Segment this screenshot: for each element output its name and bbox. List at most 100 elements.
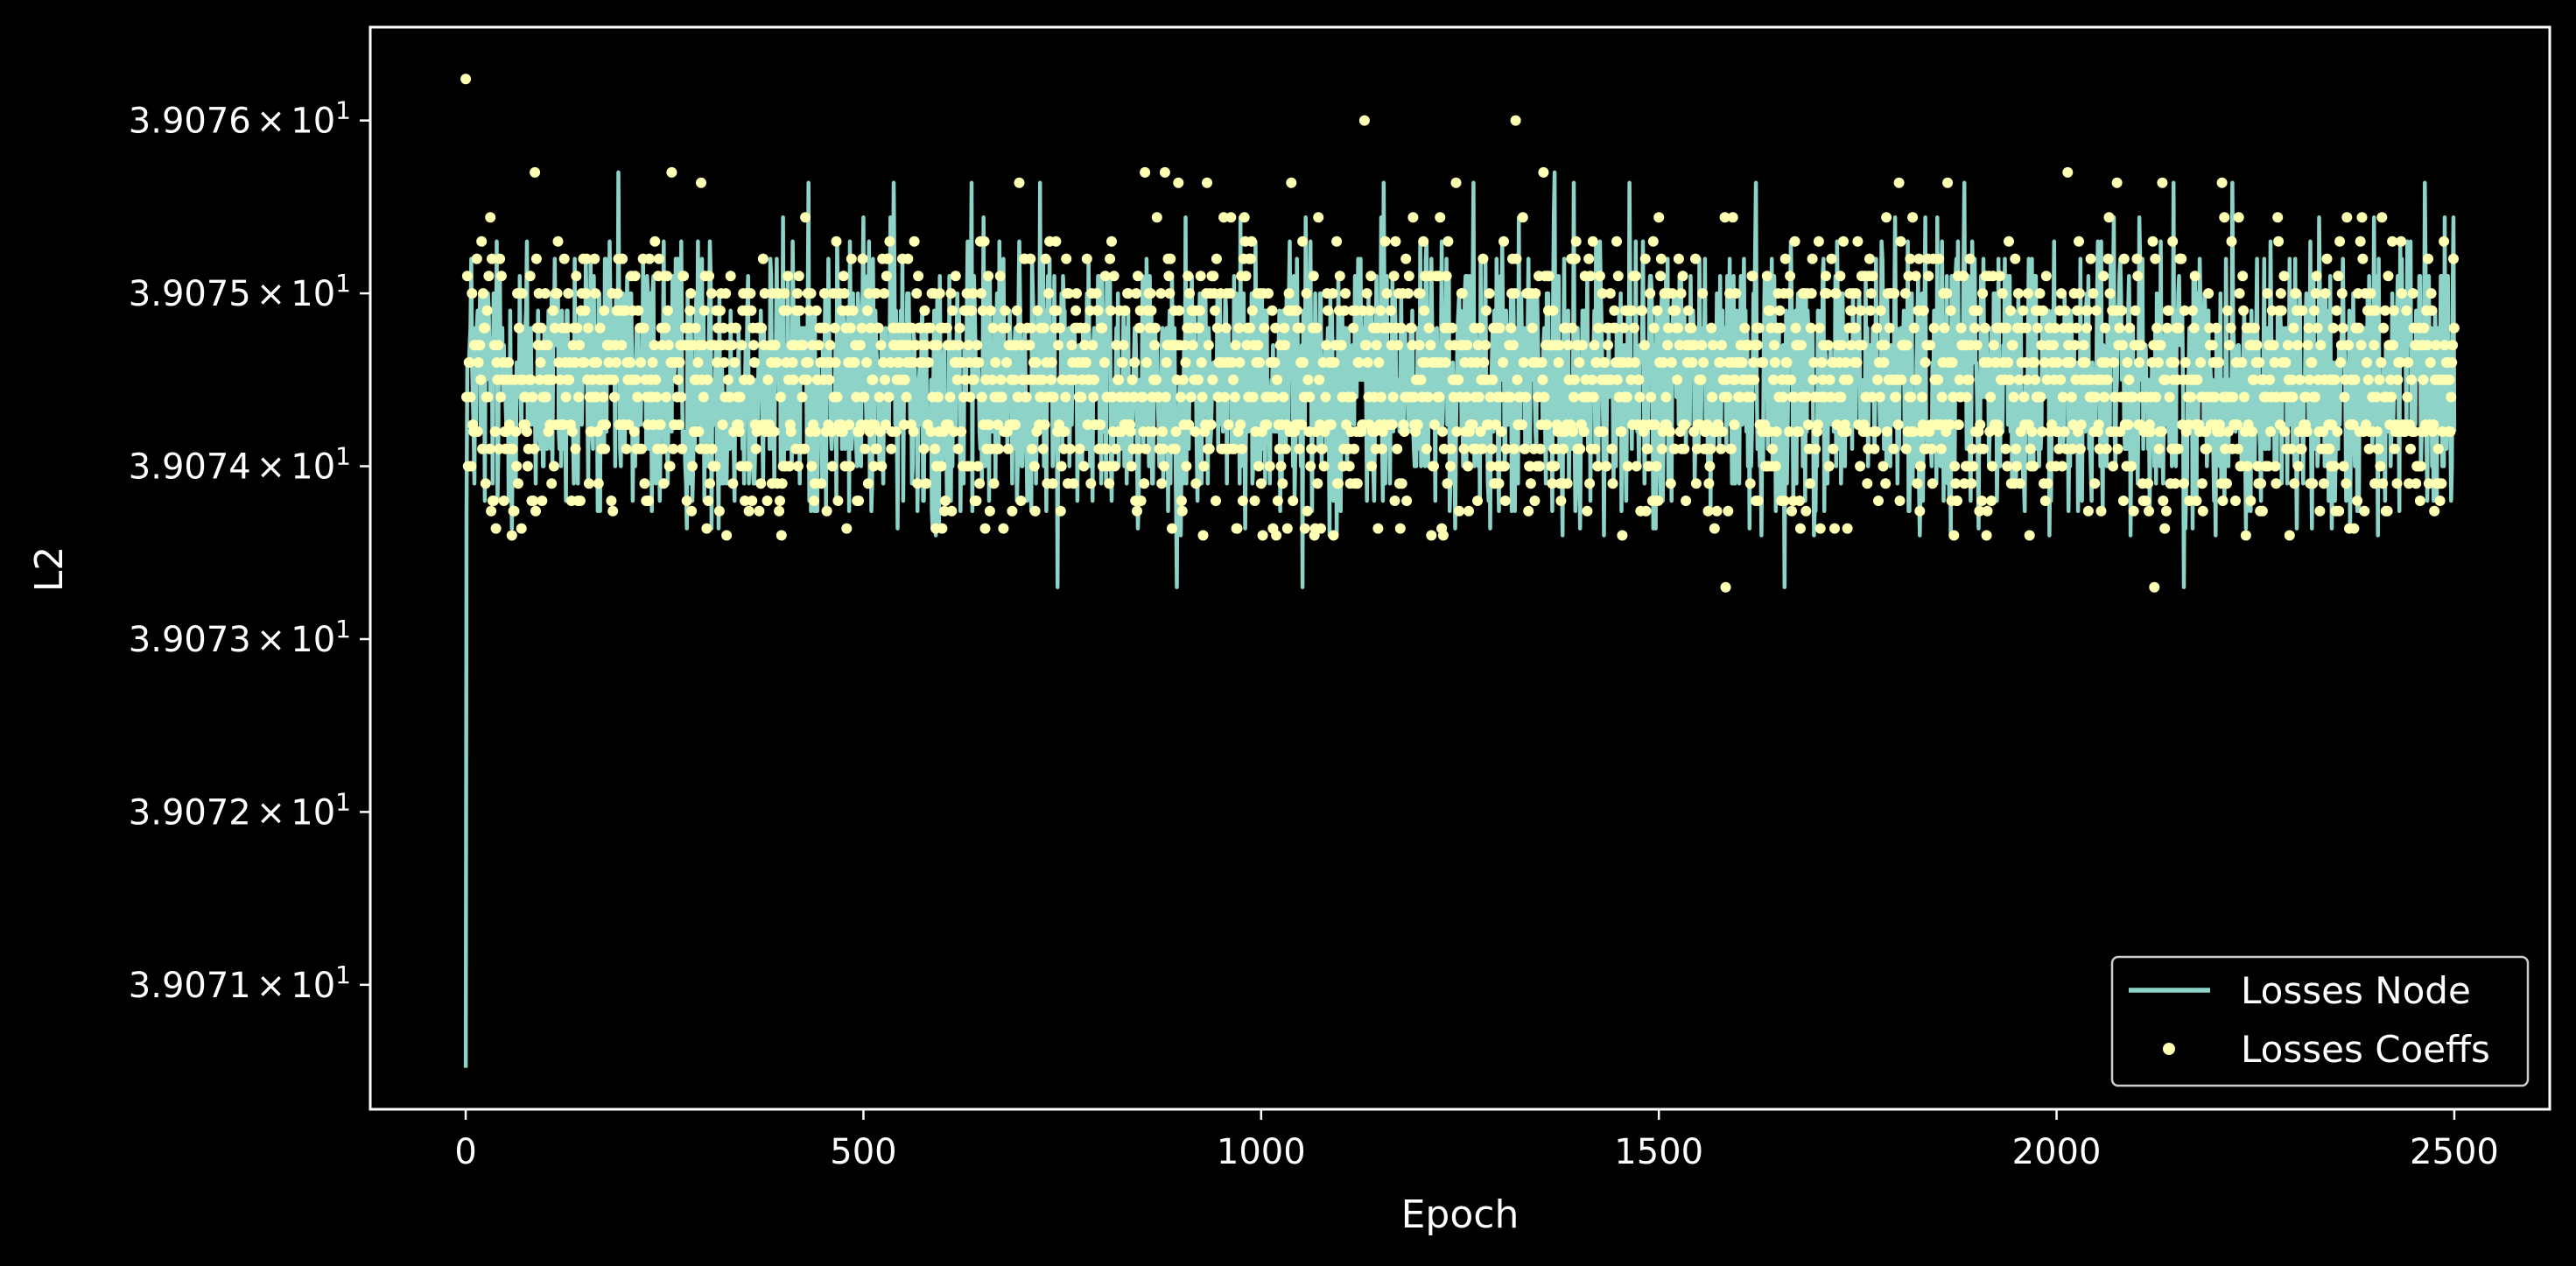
losses-coeffs-point: [696, 177, 706, 188]
losses-coeffs-point: [1825, 391, 1836, 403]
losses-coeffs-point: [1325, 419, 1337, 431]
losses-coeffs-point: [788, 374, 799, 385]
losses-coeffs-point: [1894, 496, 1906, 506]
losses-coeffs-point: [1677, 271, 1688, 282]
losses-coeffs-point: [1758, 357, 1769, 368]
losses-coeffs-point: [546, 478, 558, 489]
losses-coeffs-point: [2307, 478, 2319, 489]
losses-coeffs-point: [2388, 340, 2398, 351]
losses-coeffs-point: [1611, 236, 1622, 247]
losses-coeffs-point: [988, 478, 1000, 489]
losses-coeffs-point: [698, 305, 710, 316]
losses-coeffs-point: [1437, 426, 1448, 437]
losses-coeffs-point: [2403, 357, 2414, 368]
losses-coeffs-point: [1445, 461, 1456, 472]
losses-coeffs-point: [934, 288, 945, 299]
losses-coeffs-point: [2425, 357, 2436, 368]
losses-coeffs-point: [2187, 305, 2198, 316]
losses-coeffs-point: [1871, 426, 1882, 437]
losses-coeffs-point: [2336, 288, 2348, 299]
losses-coeffs-point: [1286, 177, 1297, 188]
losses-coeffs-point: [1208, 271, 1219, 282]
losses-coeffs-point: [1498, 357, 1509, 368]
losses-coeffs-point: [681, 496, 692, 506]
losses-coeffs-point: [1795, 340, 1807, 351]
losses-coeffs-point: [558, 253, 570, 264]
losses-coeffs-point: [2100, 357, 2111, 368]
losses-coeffs-point: [488, 496, 499, 506]
losses-coeffs-point: [1399, 426, 1410, 437]
losses-coeffs-point: [1493, 478, 1505, 489]
losses-coeffs-point: [2249, 322, 2260, 334]
losses-coeffs-point: [1187, 340, 1198, 351]
losses-coeffs-point: [2391, 478, 2403, 489]
losses-coeffs-point: [1958, 271, 1969, 282]
losses-coeffs-point: [987, 322, 999, 334]
losses-coeffs-point: [1372, 523, 1384, 534]
losses-coeffs-point: [1110, 443, 1121, 454]
losses-coeffs-point: [1967, 443, 1978, 454]
losses-coeffs-point: [477, 443, 488, 454]
losses-coeffs-point: [2089, 478, 2101, 489]
losses-coeffs-point: [1202, 177, 1212, 188]
losses-coeffs-point: [1137, 391, 1148, 403]
losses-coeffs-point: [1228, 443, 1239, 454]
losses-coeffs-point: [2155, 340, 2166, 351]
losses-coeffs-point: [1862, 478, 1873, 489]
losses-coeffs-point: [1516, 419, 1527, 431]
losses-coeffs-point: [1525, 478, 1536, 489]
losses-coeffs-point: [2124, 322, 2136, 334]
losses-coeffs-point: [2222, 305, 2233, 316]
losses-coeffs-point: [2328, 461, 2340, 472]
losses-coeffs-point: [592, 357, 602, 368]
losses-coeffs-point: [2401, 305, 2412, 316]
losses-coeffs-point: [1211, 496, 1221, 506]
losses-coeffs-point: [731, 322, 741, 334]
losses-coeffs-point: [643, 496, 655, 506]
losses-coeffs-point: [2265, 426, 2276, 437]
losses-coeffs-point: [1687, 357, 1698, 368]
losses-coeffs-point: [1148, 426, 1159, 437]
losses-coeffs-point: [754, 505, 765, 517]
losses-coeffs-point: [2348, 419, 2359, 431]
losses-coeffs-point: [2226, 236, 2237, 247]
losses-coeffs-point: [832, 391, 843, 403]
losses-coeffs-point: [1652, 305, 1663, 316]
losses-coeffs-point: [1864, 253, 1875, 264]
losses-coeffs-point: [1673, 322, 1683, 334]
losses-coeffs-point: [1604, 288, 1616, 299]
losses-coeffs-point: [1082, 419, 1093, 431]
losses-coeffs-point: [1344, 461, 1355, 472]
losses-coeffs-point: [464, 357, 475, 368]
losses-coeffs-point: [1806, 288, 1817, 299]
losses-coeffs-point: [490, 523, 502, 534]
losses-coeffs-point: [1900, 443, 1912, 454]
losses-coeffs-point: [1496, 426, 1507, 437]
losses-coeffs-point: [1606, 443, 1618, 454]
losses-coeffs-point: [2448, 253, 2459, 264]
losses-coeffs-point: [2236, 357, 2248, 368]
losses-coeffs-point: [1054, 322, 1065, 334]
losses-coeffs-point: [2306, 357, 2318, 368]
losses-coeffs-point: [2355, 340, 2367, 351]
losses-coeffs-point: [2011, 443, 2022, 454]
losses-coeffs-point: [510, 426, 522, 437]
losses-coeffs-point: [913, 271, 924, 282]
losses-coeffs-point: [771, 357, 783, 368]
losses-coeffs-point: [1646, 391, 1657, 403]
losses-coeffs-point: [1592, 461, 1604, 472]
losses-coeffs-point: [1881, 212, 1892, 223]
losses-coeffs-point: [952, 443, 964, 454]
losses-coeffs-point: [1629, 357, 1640, 368]
losses-coeffs-point: [1311, 322, 1323, 334]
losses-coeffs-point: [1253, 340, 1264, 351]
losses-coeffs-point: [1655, 271, 1666, 282]
losses-coeffs-point: [1153, 391, 1164, 403]
losses-coeffs-point: [2026, 426, 2038, 437]
losses-coeffs-point: [2302, 340, 2313, 351]
losses-coeffs-point: [1264, 461, 1275, 472]
losses-coeffs-point: [1769, 340, 1779, 351]
losses-coeffs-point: [909, 236, 920, 247]
losses-coeffs-point: [2140, 496, 2151, 506]
losses-coeffs-point: [2341, 212, 2353, 223]
